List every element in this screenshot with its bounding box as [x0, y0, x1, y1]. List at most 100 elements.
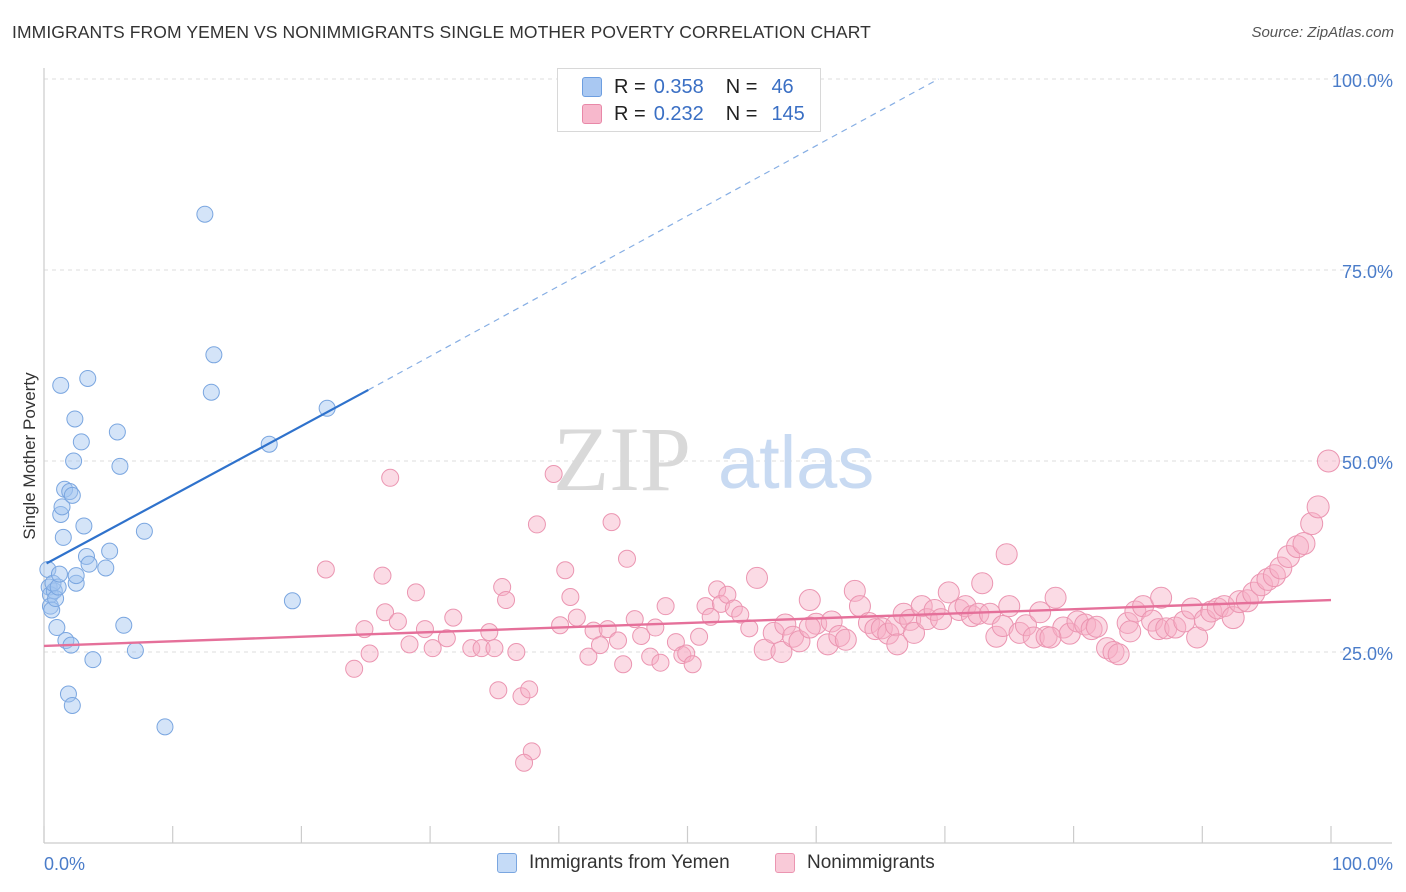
y-tick-label: 100.0% [1332, 71, 1393, 91]
gridlines [44, 78, 1392, 653]
yemen-point [108, 423, 126, 441]
nonimmigrants-point [1074, 613, 1097, 636]
nonimmigrants-point [937, 581, 960, 604]
yemen-point [156, 718, 174, 736]
nonimmigrants-point [1181, 597, 1204, 620]
nonimmigrants-point [651, 653, 670, 672]
nonimmigrants-point [590, 636, 609, 655]
legend-swatch-yemen [497, 853, 517, 873]
nonimmigrants-point [1119, 620, 1142, 643]
nonimmigrants-point [828, 624, 851, 647]
nonimmigrants-point [515, 753, 534, 772]
nonimmigrants-point [1213, 595, 1236, 618]
nonimmigrants-point [316, 560, 335, 579]
yemen-point [67, 567, 85, 585]
nonimmigrants-point [1022, 626, 1045, 649]
yemen-point [80, 555, 98, 573]
nonimmigrants-point [1107, 643, 1130, 666]
nonimmigrants-point [991, 615, 1014, 638]
nonimmigrants-point [1044, 586, 1067, 609]
legend-row-nonimmigrants: R = 0.232 N = 145 [582, 102, 805, 126]
nonimmigrants-point [1096, 637, 1119, 660]
nonimmigrants-point [1029, 601, 1052, 624]
yemen-point [49, 578, 67, 596]
yemen-point [205, 346, 223, 364]
nonimmigrants-point [696, 597, 715, 616]
nonimmigrants-point [437, 629, 456, 648]
nonimmigrants-point [886, 633, 909, 656]
nonimmigrants-point [376, 603, 395, 622]
nonimmigrants-point [740, 619, 759, 638]
nonimmigrants-point [614, 655, 633, 674]
nonimmigrants-point [602, 513, 621, 532]
yemen-point [283, 592, 301, 610]
nonimmigrants-point [1286, 535, 1310, 559]
nonimmigrants-point [444, 608, 463, 627]
yemen-point [79, 369, 97, 387]
nonimmigrants-point [1316, 449, 1340, 473]
yemen-point [66, 410, 84, 428]
yemen-point [52, 376, 70, 394]
nonimmigrants-point [1200, 600, 1223, 623]
y-tick-label: 50.0% [1342, 453, 1393, 473]
nonimmigrants-point [677, 644, 696, 663]
nonimmigrants-point [462, 639, 481, 658]
nonimmigrants-point [551, 616, 570, 635]
trend-lines [43, 78, 1332, 648]
legend-item-nonimmigrants[interactable]: Nonimmigrants [775, 852, 935, 874]
nonimmigrants-point [666, 633, 685, 652]
nonimmigrants-point [745, 566, 768, 589]
legend-n-label: N = [725, 102, 758, 125]
yemen-trend-line [46, 388, 369, 565]
nonimmigrants-point [998, 595, 1021, 618]
nonimmigrants-point [520, 680, 539, 699]
yemen-point [65, 452, 83, 470]
nonimmigrants-point [1262, 564, 1286, 588]
nonimmigrants-point [782, 625, 805, 648]
watermark-zip: ZIP [553, 408, 691, 510]
yemen-point [101, 542, 119, 560]
nonimmigrants-point [618, 549, 637, 568]
nonimmigrants-point [985, 625, 1008, 648]
legend-swatch-nonimmigrants [582, 104, 602, 124]
legend-label-yemen: Immigrants from Yemen [529, 852, 730, 873]
nonimmigrants-point [1085, 615, 1108, 638]
nonimmigrants-point [1116, 611, 1139, 634]
nonimmigrants-point [485, 639, 504, 658]
yemen-point [54, 528, 72, 546]
yemen-point [115, 616, 133, 634]
watermark: ZIP atlas [553, 408, 874, 510]
yemen-point [59, 685, 77, 703]
nonimmigrants-point [625, 610, 644, 629]
yemen-point [75, 517, 93, 535]
watermark-atlas: atlas [718, 421, 874, 504]
nonimmigrants-point [527, 515, 546, 534]
y-tick-label: 75.0% [1342, 262, 1393, 282]
nonimmigrants-point [561, 587, 580, 606]
nonimmigrants-point [512, 687, 531, 706]
yemen-point [50, 565, 68, 583]
nonimmigrants-point [472, 639, 491, 658]
nonimmigrants-point [609, 631, 628, 650]
nonimmigrants-point [910, 595, 933, 618]
yemen-trend-extension [368, 78, 939, 391]
legend-item-yemen[interactable]: Immigrants from Yemen [497, 852, 730, 874]
yemen-point [43, 601, 61, 619]
nonimmigrants-point [762, 621, 785, 644]
y-axis-label: Single Mother Poverty [20, 372, 39, 540]
nonimmigrants-point [544, 464, 563, 483]
nonimmigrants-point [1292, 532, 1316, 556]
nonimmigrants-point [656, 597, 675, 616]
yemen-point [196, 205, 214, 223]
legend-n-value: 145 [771, 102, 805, 125]
nonimmigrants-point [646, 618, 665, 637]
nonimmigrants-point [1306, 495, 1330, 519]
nonimmigrants-point [556, 561, 575, 580]
legend-r-value: 0.358 [653, 75, 704, 98]
nonimmigrants-point [820, 610, 843, 633]
legend-n-label: N = [725, 75, 758, 98]
legend-r-value: 0.232 [653, 102, 704, 125]
nonimmigrants-point [360, 644, 379, 663]
nonimmigrants-point [1008, 621, 1031, 644]
series-legend: Immigrants from Yemen Nonimmigrants [0, 852, 1406, 878]
